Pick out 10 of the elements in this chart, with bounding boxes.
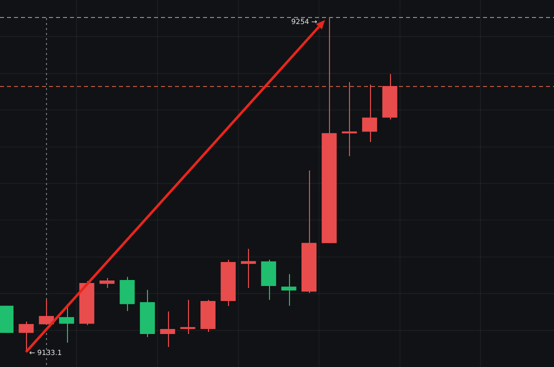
candlestick [100,278,114,288]
candlestick [240,248,256,288]
candlestick [38,299,54,325]
candlestick [160,311,176,348]
candlestick [281,274,296,306]
candlestick [362,84,378,142]
candlestick [59,304,74,344]
candlestick [180,299,196,334]
candlestick [342,82,357,157]
candlestick [18,321,34,352]
